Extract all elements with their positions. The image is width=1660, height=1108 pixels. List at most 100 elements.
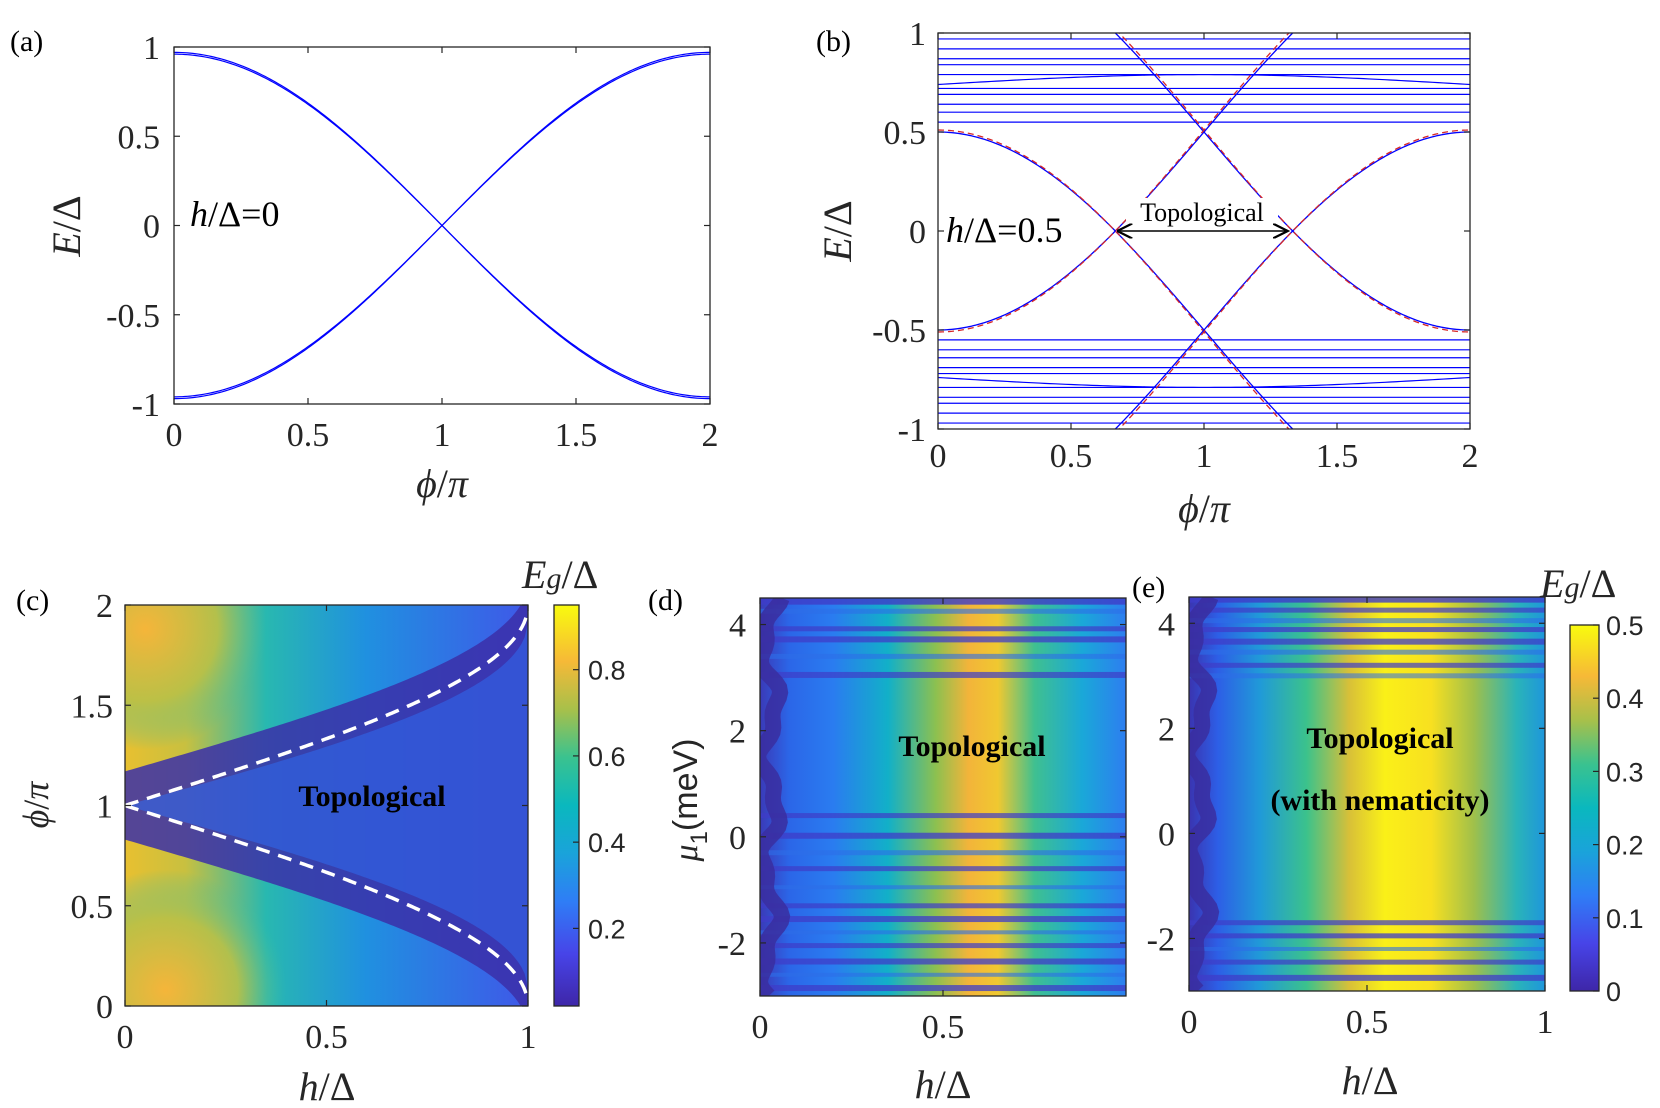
heatmap-stripe — [1189, 662, 1545, 668]
y-tick-label: 1 — [143, 30, 160, 67]
y-tick-label: 4 — [1158, 606, 1175, 643]
colorbar-c-ticks: 0.8 0.6 0.4 0.2 — [573, 656, 626, 944]
y-tick-label: 2 — [96, 588, 113, 625]
heatmap-dark-edge — [760, 598, 791, 996]
topological-label-c: Topological — [298, 780, 445, 813]
panel-a: (a) 0 0.5 1 1.5 2 1 0.5 0 -0.5 -1 h/Δ=0 E/Δ ϕ/π — [10, 25, 719, 506]
colorbar-tick-label: 0.2 — [1606, 831, 1644, 861]
annotation-h05-bg — [945, 205, 1075, 249]
panel-b-ylabel: E/Δ — [815, 200, 860, 262]
y-tick-label: -2 — [1147, 921, 1175, 958]
x-tick-label: 0.5 — [1050, 438, 1093, 475]
y-tick-label: 1 — [909, 16, 926, 53]
y-tick-label: 0 — [729, 820, 746, 857]
colorbar-tick-label: 0.2 — [588, 914, 626, 944]
nematicity-label-e: (with nematicity) — [1270, 784, 1489, 817]
topological-label-bg — [1126, 198, 1278, 228]
colorbar-e-label: Eg/Δ — [1539, 561, 1616, 606]
panel-d-heatmap — [760, 598, 1126, 996]
analytic-dashed-line — [1118, 129, 1470, 429]
heatmap-stripe — [1189, 933, 1545, 939]
y-tick-label: -0.5 — [872, 313, 926, 350]
curved-band-line — [938, 376, 1470, 389]
colorbar-tick-label: 0.3 — [1606, 757, 1644, 787]
heatmap-stripe — [1189, 974, 1545, 981]
analytic-dashed-line — [938, 33, 1290, 333]
colorbar-tick-label: 0.1 — [1606, 904, 1644, 934]
heatmap-stripe — [760, 850, 1126, 856]
topological-label-e: Topological — [1306, 722, 1453, 755]
heatmap-stripe — [760, 608, 1126, 614]
heatmap-stripe — [1189, 673, 1545, 679]
heatmap-stripe — [760, 903, 1126, 909]
heatmap-stripe — [760, 671, 1126, 678]
heatmap-stripe — [760, 885, 1126, 890]
x-tick-label: 0 — [1181, 1004, 1198, 1041]
panel-label-a: (a) — [10, 25, 43, 58]
panel-c-ticks: 0 0.5 1 2 1.5 1 0.5 0 — [71, 588, 537, 1056]
panel-c-heatmap — [125, 605, 528, 1006]
heatmap-stripe — [760, 943, 1126, 949]
heatmap-stripe — [760, 813, 1126, 819]
x-tick-label: 1 — [1537, 1004, 1554, 1041]
panel-label-d: (d) — [648, 584, 683, 617]
y-tick-label: 0 — [1158, 816, 1175, 853]
x-tick-label: 1 — [434, 417, 451, 454]
panel-c: (c) 0 0.5 1 2 1.5 1 0.5 0 Topological ϕ/π h/Δ 0… — [16, 552, 626, 1108]
heatmap-stripe — [760, 626, 1126, 632]
panel-a-ylabel: E/Δ — [44, 195, 89, 257]
colorbar-c — [554, 605, 579, 1006]
panel-c-xlabel: h/Δ — [299, 1064, 356, 1108]
heatmap-stripe — [1189, 649, 1545, 655]
topological-label-b: Topological — [1140, 198, 1264, 227]
panel-e: (e) 0 0.5 1 4 2 0 -2 Topological (with nematic… — [1132, 561, 1644, 1103]
panel-a-xlabel: ϕ/π — [416, 461, 469, 506]
colorbar-tick-label: 0.5 — [1606, 611, 1644, 641]
y-tick-label: 2 — [1158, 711, 1175, 748]
panel-d-xlabel: h/Δ — [915, 1062, 972, 1107]
heatmap-stripe — [760, 653, 1126, 659]
y-tick-label: 0.5 — [71, 889, 114, 926]
heatmap-stripe — [760, 985, 1126, 992]
x-tick-label: 0.5 — [922, 1009, 965, 1046]
x-tick-label: 2 — [1462, 438, 1479, 475]
x-tick-label: 2 — [702, 417, 719, 454]
heatmap-stripe — [1189, 920, 1545, 926]
panel-b-ticks: 0 0.5 1 1.5 2 1 0.5 0 -0.5 -1 — [872, 16, 1478, 475]
andreev-band-line — [1114, 131, 1470, 429]
andreev-band-line — [1114, 33, 1470, 331]
heatmap-stripe — [760, 832, 1126, 839]
panel-label-c: (c) — [16, 584, 49, 617]
panel-label-e: (e) — [1132, 571, 1165, 604]
y-tick-label: 0.5 — [118, 119, 161, 156]
heatmap-stripe — [760, 958, 1126, 965]
x-tick-label: 0 — [930, 438, 947, 475]
panel-a-ticks: 0 0.5 1 1.5 2 1 0.5 0 -0.5 -1 — [106, 30, 718, 454]
colorbar-tick-label: 0.4 — [588, 828, 626, 858]
analytic-dashed-line — [1118, 33, 1470, 333]
heatmap-stripe — [1189, 638, 1545, 645]
andreev-band-line — [938, 33, 1294, 331]
colorbar-tick-label: 0.6 — [588, 742, 626, 772]
y-tick-label: -1 — [132, 387, 160, 424]
y-tick-label: 1.5 — [71, 688, 114, 725]
heatmap-stripe — [760, 916, 1126, 923]
heatmap-stripe — [760, 972, 1126, 977]
heatmap-stripe — [760, 930, 1126, 935]
heatmap-stripe — [1189, 607, 1545, 613]
heatmap-stripe — [760, 866, 1126, 872]
panel-c-ylabel: ϕ/π — [16, 781, 56, 829]
panel-e-ticks: 0 0.5 1 4 2 0 -2 — [1147, 597, 1554, 1041]
topological-label-d: Topological — [898, 730, 1045, 763]
x-tick-label: 1.5 — [1316, 438, 1359, 475]
panel-b-xlabel: ϕ/π — [1178, 486, 1231, 531]
y-tick-label: 2 — [729, 714, 746, 751]
colorbar-c-frame — [553, 604, 580, 1007]
panel-d-ticks: 0 0.5 4 2 0 -2 — [718, 598, 1126, 1046]
heatmap-dark-edge — [1189, 597, 1220, 991]
y-tick-label: 4 — [729, 608, 746, 645]
annotation-h05: h/Δ=0.5 — [946, 210, 1062, 250]
y-tick-label: -1 — [898, 412, 926, 449]
colorbar-e — [1570, 625, 1599, 991]
y-tick-label: 1 — [96, 789, 113, 826]
